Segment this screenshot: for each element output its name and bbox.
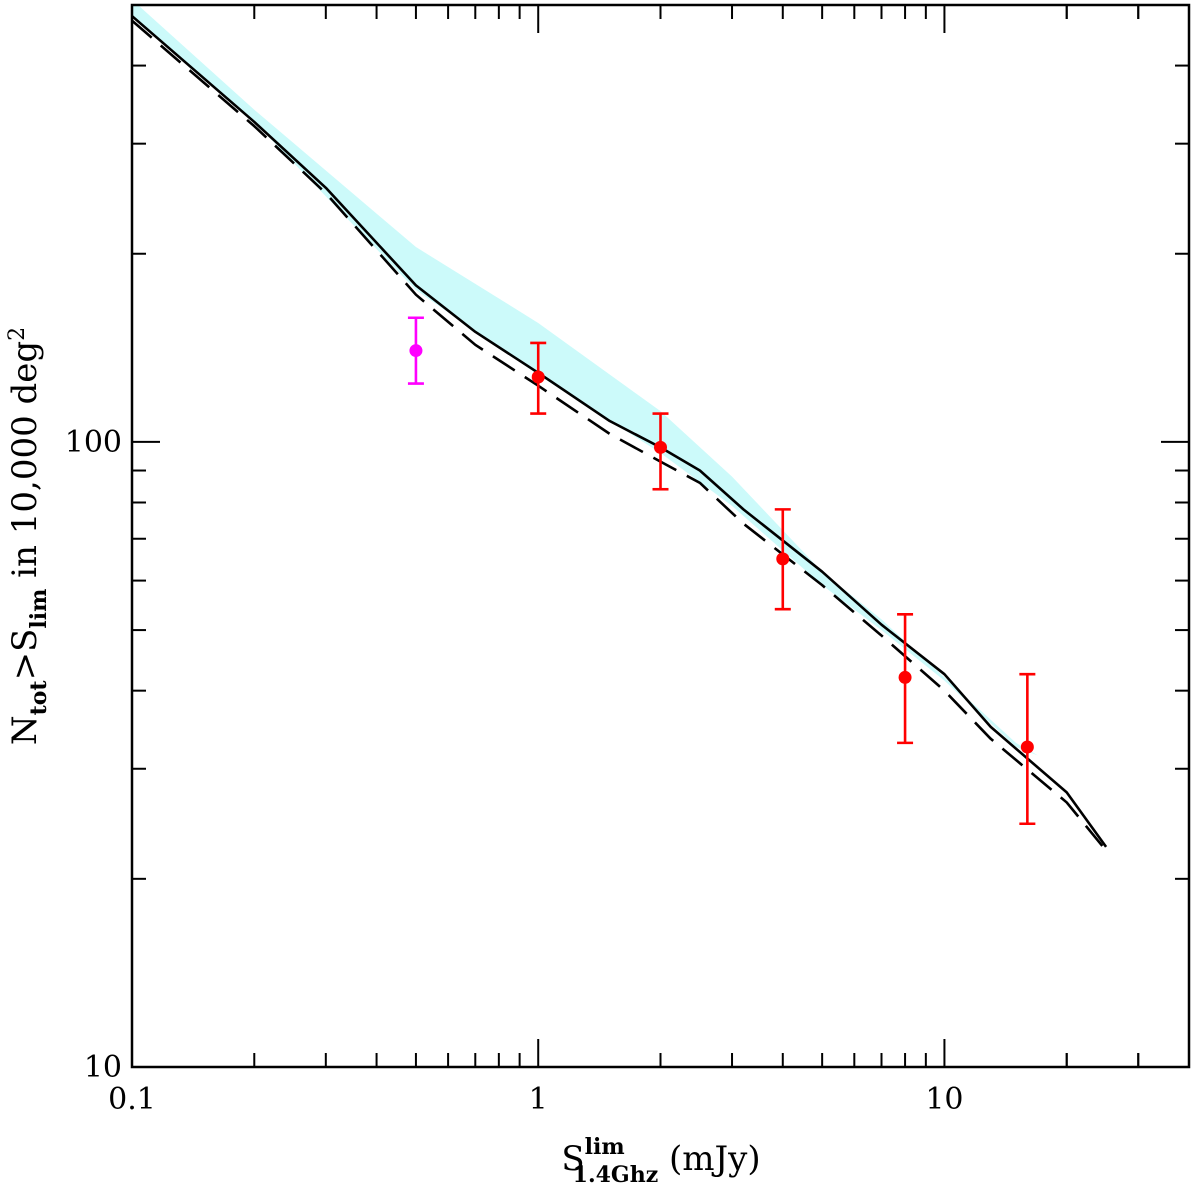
x-label-unit: (mJy) xyxy=(658,1139,760,1179)
y-label-gt: > xyxy=(5,652,45,681)
tick-labels-layer: 0.1 1 10 10 100 xyxy=(65,425,964,1117)
x-label-main: S xyxy=(561,1139,584,1179)
y-tick-label: 10 xyxy=(84,1050,122,1085)
data-point xyxy=(407,316,424,385)
x-tick-label: 0.1 xyxy=(108,1082,156,1117)
x-tick-label: 1 xyxy=(529,1082,548,1117)
x-label-sup: lim xyxy=(585,1134,625,1160)
axis-ticks-layer xyxy=(131,4,1190,1068)
data-point xyxy=(897,612,914,745)
plot-frame xyxy=(130,3,1191,1069)
y-label-s-sub: lim xyxy=(26,589,52,629)
y-label-s: S xyxy=(5,629,45,652)
data-point xyxy=(652,412,669,491)
data-marker xyxy=(1020,740,1034,754)
x-axis-label: Slim 1.4Ghz (mJy) xyxy=(561,1134,760,1186)
data-point xyxy=(530,341,547,415)
data-point xyxy=(774,508,791,611)
y-label-n: N xyxy=(5,715,45,745)
model-band xyxy=(132,5,1039,756)
data-point xyxy=(1019,672,1036,826)
series-layer xyxy=(132,15,1108,852)
y-label-rest: in 10,000 deg xyxy=(5,341,45,589)
x-label-sub: 1.4Ghz xyxy=(573,1162,659,1186)
solid-model-line xyxy=(132,15,1108,848)
data-marker xyxy=(898,670,912,684)
data-marker xyxy=(531,370,545,384)
data-marker xyxy=(776,552,790,566)
x-tick-label: 10 xyxy=(925,1082,963,1117)
dashed-model-line xyxy=(132,19,1108,852)
y-label-rest-sup: 2 xyxy=(5,327,30,341)
y-axis-label: Ntot>Slim in 10,000 deg2 xyxy=(5,327,52,745)
confidence-band-layer xyxy=(132,5,1039,756)
y-label-n-sub: tot xyxy=(26,680,52,716)
data-points-layer xyxy=(407,316,1036,826)
data-marker xyxy=(409,344,423,358)
data-marker xyxy=(654,440,667,454)
y-tick-label: 100 xyxy=(65,425,122,460)
